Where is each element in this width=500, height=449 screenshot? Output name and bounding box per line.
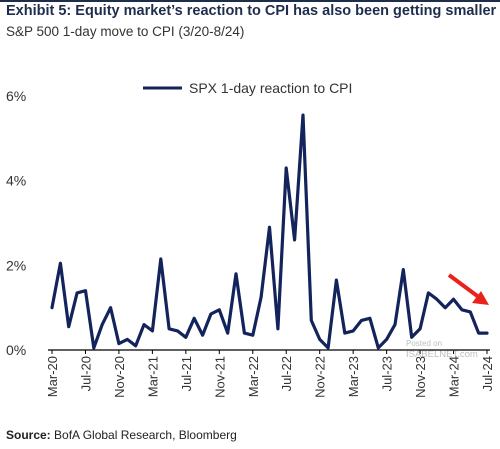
source-text: BofA Global Research, Bloomberg xyxy=(50,428,237,442)
data-point xyxy=(93,347,95,349)
x-tick-label: Jul-23 xyxy=(380,356,395,391)
data-point xyxy=(67,325,70,328)
data-point xyxy=(59,262,62,265)
data-point xyxy=(327,347,329,349)
data-point xyxy=(486,332,488,334)
header-rule xyxy=(0,0,500,2)
data-point xyxy=(436,298,438,301)
x-tick-label: Jul-24 xyxy=(480,356,495,391)
data-point xyxy=(268,226,271,229)
data-point xyxy=(243,332,246,334)
trend-arrow xyxy=(447,273,489,305)
data-point xyxy=(109,306,112,309)
data-point xyxy=(101,323,103,326)
series-line-spx xyxy=(50,113,489,350)
data-point xyxy=(84,289,87,292)
data-point xyxy=(293,239,296,241)
x-tick-label: Nov-22 xyxy=(313,356,328,398)
data-point xyxy=(235,273,237,275)
data-point xyxy=(335,279,338,281)
x-tick-label: Nov-23 xyxy=(413,356,428,398)
data-point xyxy=(343,332,346,334)
data-point xyxy=(201,334,204,336)
data-point xyxy=(193,317,196,320)
series-points xyxy=(51,114,488,349)
y-tick-label: 6% xyxy=(6,88,26,104)
data-point xyxy=(369,317,371,320)
legend: SPX 1-day reaction to CPI xyxy=(143,80,352,96)
data-point xyxy=(452,298,455,301)
data-point xyxy=(176,330,179,332)
y-tick-label: 2% xyxy=(6,257,26,273)
data-point xyxy=(419,328,421,330)
data-point xyxy=(226,332,229,334)
data-point xyxy=(168,328,170,330)
data-point xyxy=(318,338,321,341)
watermark-line1: Posted on xyxy=(406,339,442,348)
x-tick-label: Jul-22 xyxy=(279,356,294,391)
x-tick-label: Nov-20 xyxy=(112,356,127,398)
x-tick-label: Nov-21 xyxy=(212,356,227,398)
source-label: Source: xyxy=(6,428,51,442)
data-point xyxy=(402,268,405,271)
data-point xyxy=(218,308,221,311)
chart-title: Exhibit 5: Equity market’s reaction to C… xyxy=(6,3,497,19)
data-point xyxy=(285,167,288,169)
data-point xyxy=(76,292,78,294)
y-axis-ticks: 0% 2% 4% 6% xyxy=(6,88,26,358)
data-point xyxy=(360,319,363,322)
trend-arrow-head xyxy=(472,291,489,305)
data-point xyxy=(410,336,413,339)
data-point xyxy=(159,258,162,260)
y-tick-label: 0% xyxy=(6,342,26,358)
data-point xyxy=(151,330,154,332)
data-point xyxy=(352,330,354,332)
data-point xyxy=(118,342,120,345)
watermark-line2: ISABELNET.com xyxy=(406,349,478,360)
data-point xyxy=(427,292,430,294)
trend-arrow-shaft xyxy=(447,273,482,300)
x-axis-ticks: Mar-20 Jul-20 Nov-20 Mar-21 Jul-21 Nov-21 Mar-… xyxy=(45,350,495,398)
x-tick-label: Jul-20 xyxy=(78,356,93,391)
data-point xyxy=(385,338,388,341)
source-note: Source: BofA Global Research, Bloomberg xyxy=(6,428,237,442)
legend-label: SPX 1-day reaction to CPI xyxy=(189,80,352,96)
y-tick-label: 4% xyxy=(6,173,26,189)
data-point xyxy=(143,323,145,326)
x-tick-label: Jul-21 xyxy=(179,356,194,391)
data-point xyxy=(126,338,129,341)
data-point xyxy=(302,114,304,116)
chart-subtitle: S&P 500 1-day move to CPI (3/20-8/24) xyxy=(6,24,245,39)
data-point xyxy=(477,332,480,334)
data-point xyxy=(394,323,396,326)
x-tick-label: Mar-23 xyxy=(346,356,361,397)
data-point xyxy=(444,306,446,309)
x-tick-label: Mar-20 xyxy=(45,356,60,397)
data-point xyxy=(210,313,212,315)
data-point xyxy=(251,334,254,336)
data-point xyxy=(185,336,187,339)
data-point xyxy=(277,328,279,330)
data-point xyxy=(134,344,137,347)
watermark: Posted on ISABELNET.com xyxy=(406,339,478,360)
x-tick-label: Mar-22 xyxy=(246,356,261,397)
data-point xyxy=(469,311,472,313)
data-point xyxy=(310,319,313,322)
data-point xyxy=(260,296,262,298)
x-tick-label: Mar-24 xyxy=(447,356,462,397)
data-point xyxy=(461,308,463,311)
data-point xyxy=(377,347,380,349)
data-point xyxy=(51,306,53,309)
x-tick-label: Mar-21 xyxy=(145,356,160,397)
